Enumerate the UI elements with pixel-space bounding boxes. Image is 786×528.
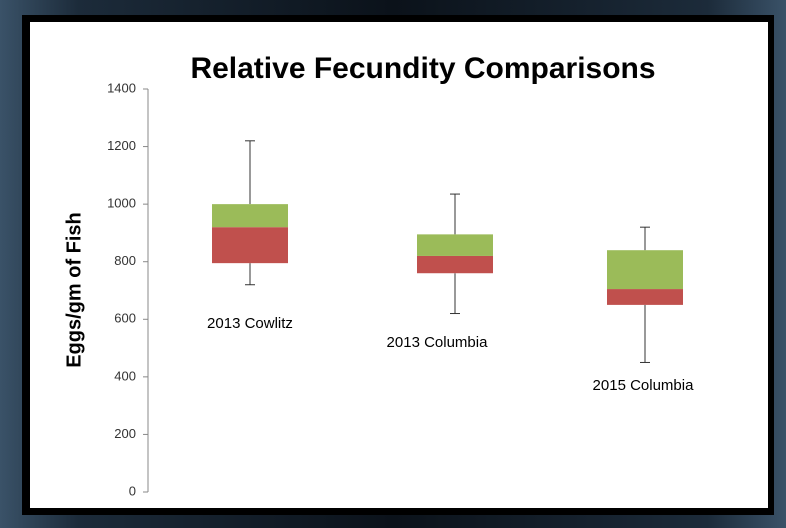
y-tick-label: 400 [114, 368, 136, 383]
y-axis-label: Eggs/gm of Fish [63, 212, 85, 368]
box-lower [607, 289, 683, 305]
y-tick-label: 1000 [107, 196, 136, 211]
box-lower [212, 227, 288, 264]
y-tick-label: 1400 [107, 80, 136, 95]
y-tick-label: 1200 [107, 138, 136, 153]
box-upper [607, 250, 683, 290]
category-label: 2013 Cowlitz [207, 315, 293, 332]
box-lower [417, 255, 493, 274]
box-upper [212, 204, 288, 228]
y-tick-label: 800 [114, 253, 136, 268]
y-tick-label: 600 [114, 311, 136, 326]
category-label: 2015 Columbia [593, 377, 695, 394]
category-label: 2013 Columbia [387, 334, 489, 351]
chart-title: Relative Fecundity Comparisons [190, 52, 655, 85]
y-tick-label: 200 [114, 426, 136, 441]
box-upper [417, 234, 493, 256]
y-tick-label: 0 [129, 483, 136, 498]
